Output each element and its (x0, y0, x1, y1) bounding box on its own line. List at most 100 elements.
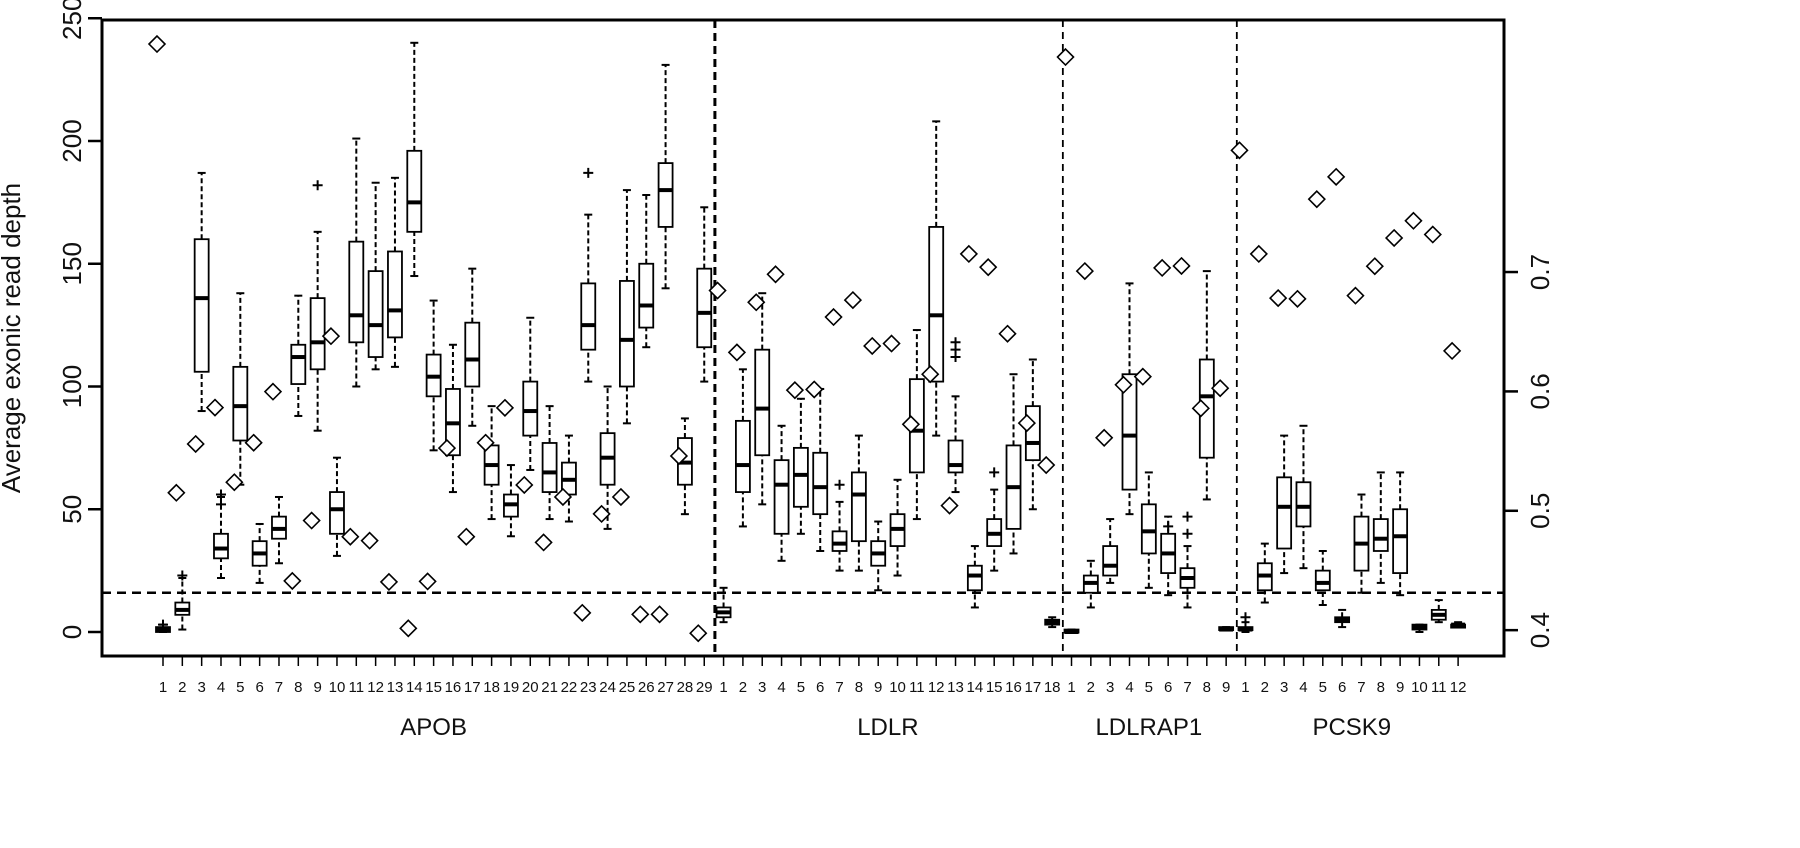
x-tick-label: 19 (503, 679, 520, 696)
x-tick-label: 8 (1203, 679, 1211, 696)
box-iqr (522, 380, 539, 437)
box-iqr (406, 149, 423, 233)
diamond-point (631, 605, 650, 624)
box-APOB-26 (638, 194, 655, 349)
y2-tick-label: 0.4 (1525, 612, 1555, 648)
box-LDLR-9 (870, 520, 887, 592)
box-iqr (792, 446, 809, 508)
diamond-point (573, 603, 592, 622)
x-tick-label: 11 (909, 679, 925, 696)
x-tick-label: 1 (159, 679, 167, 696)
box-PCSK9-9 (1392, 471, 1409, 597)
x-tick-label: 10 (1411, 679, 1428, 696)
diamond-point (302, 511, 321, 530)
box-LDLR-10 (889, 478, 906, 577)
box-APOB-28 (677, 417, 693, 516)
y2-tick-label: 0.6 (1525, 373, 1555, 409)
diamond-point (1423, 225, 1442, 244)
x-tick-label: 4 (1125, 679, 1133, 696)
x-tick-label: 10 (329, 679, 346, 696)
box-APOB-11 (348, 137, 365, 388)
box-iqr (812, 451, 829, 516)
y-tick-label: 0 (57, 625, 87, 639)
box-iqr (773, 459, 790, 535)
diamond-point (901, 415, 921, 434)
diamond-point (1075, 261, 1094, 281)
x-tick-label: 12 (928, 679, 945, 696)
gene-label-apob: APOB (400, 714, 467, 741)
box-iqr (1102, 545, 1119, 577)
x-tick-label: 23 (580, 679, 597, 696)
diamond-point (1404, 211, 1423, 230)
x-tick-label: 7 (1183, 679, 1191, 696)
diamond-point (1307, 190, 1326, 209)
diamond-point (1230, 141, 1249, 160)
box-iqr (464, 321, 481, 388)
box-LDLR-14 (966, 545, 983, 609)
box-iqr (754, 348, 771, 457)
x-tick-label: 13 (387, 679, 404, 696)
box-iqr (348, 240, 365, 344)
gene-label-ldlrap1: LDLRAP1 (1095, 714, 1202, 741)
x-tick-label: 13 (947, 679, 964, 696)
x-tick-label: 9 (1396, 679, 1404, 696)
diamond-point (321, 327, 341, 346)
box-PCSK9-4 (1295, 424, 1312, 570)
x-tick-label: 16 (1005, 679, 1022, 696)
x-tick-label: 6 (1164, 679, 1172, 696)
diamond-point (399, 619, 418, 638)
diamond-point (1384, 228, 1404, 248)
diamond-point (244, 433, 263, 452)
x-tick-label: 5 (1145, 679, 1153, 696)
diamond-point (1249, 244, 1268, 264)
box-APOB-7 (271, 495, 287, 565)
y-tick-label: 150 (57, 242, 87, 285)
x-tick-label: 16 (445, 679, 462, 696)
box-iqr (580, 282, 597, 351)
box-iqr (1372, 518, 1389, 552)
box-iqr (966, 564, 983, 592)
diamond-point (727, 343, 747, 362)
diamond-point (476, 433, 495, 452)
diamond-point (515, 475, 534, 495)
diamond-point (1056, 47, 1075, 67)
box-iqr (1314, 569, 1331, 592)
box-PCSK9-2 (1256, 542, 1273, 604)
box-APOB-3 (193, 171, 210, 413)
box-iqr (947, 439, 964, 474)
box-LDLR-15 (986, 488, 1003, 572)
x-tick-label: 7 (835, 679, 843, 696)
outlier-point (950, 337, 961, 348)
x-tick-label: 6 (255, 679, 263, 696)
outlier-point (158, 619, 168, 630)
x-tick-label: 17 (1025, 679, 1042, 696)
box-APOB-6 (251, 522, 268, 584)
outlier-point (215, 499, 226, 510)
x-tick-label: 4 (1299, 679, 1307, 696)
box-iqr (1276, 476, 1293, 550)
diamond-point (1326, 167, 1346, 186)
x-tick-label: 15 (986, 679, 1003, 696)
x-tick-label: 1 (1067, 679, 1075, 696)
diamond-point (940, 496, 959, 515)
y-tick-label: 100 (57, 365, 87, 408)
x-tick-label: 6 (1338, 679, 1346, 696)
x-tick-label: 20 (522, 679, 539, 696)
diamond-point (534, 533, 553, 552)
box-LDLR-8 (850, 434, 867, 572)
x-tick-label: 18 (483, 679, 500, 696)
diamond-point (205, 398, 225, 417)
box-LDLR-13 (947, 395, 964, 494)
x-tick-label: 21 (541, 679, 558, 696)
box-LDLRAP1-9 (1218, 626, 1235, 632)
diamond-point (669, 446, 689, 466)
diamond-point (921, 365, 940, 384)
box-LDLR-16 (1005, 373, 1022, 555)
diamond-series (147, 34, 1462, 643)
diamond-point (1017, 413, 1036, 433)
diamond-point (863, 336, 882, 356)
outlier-point (834, 479, 845, 490)
box-iqr (387, 250, 403, 339)
x-tick-label: 3 (197, 679, 205, 696)
x-tick-label: 5 (236, 679, 244, 696)
